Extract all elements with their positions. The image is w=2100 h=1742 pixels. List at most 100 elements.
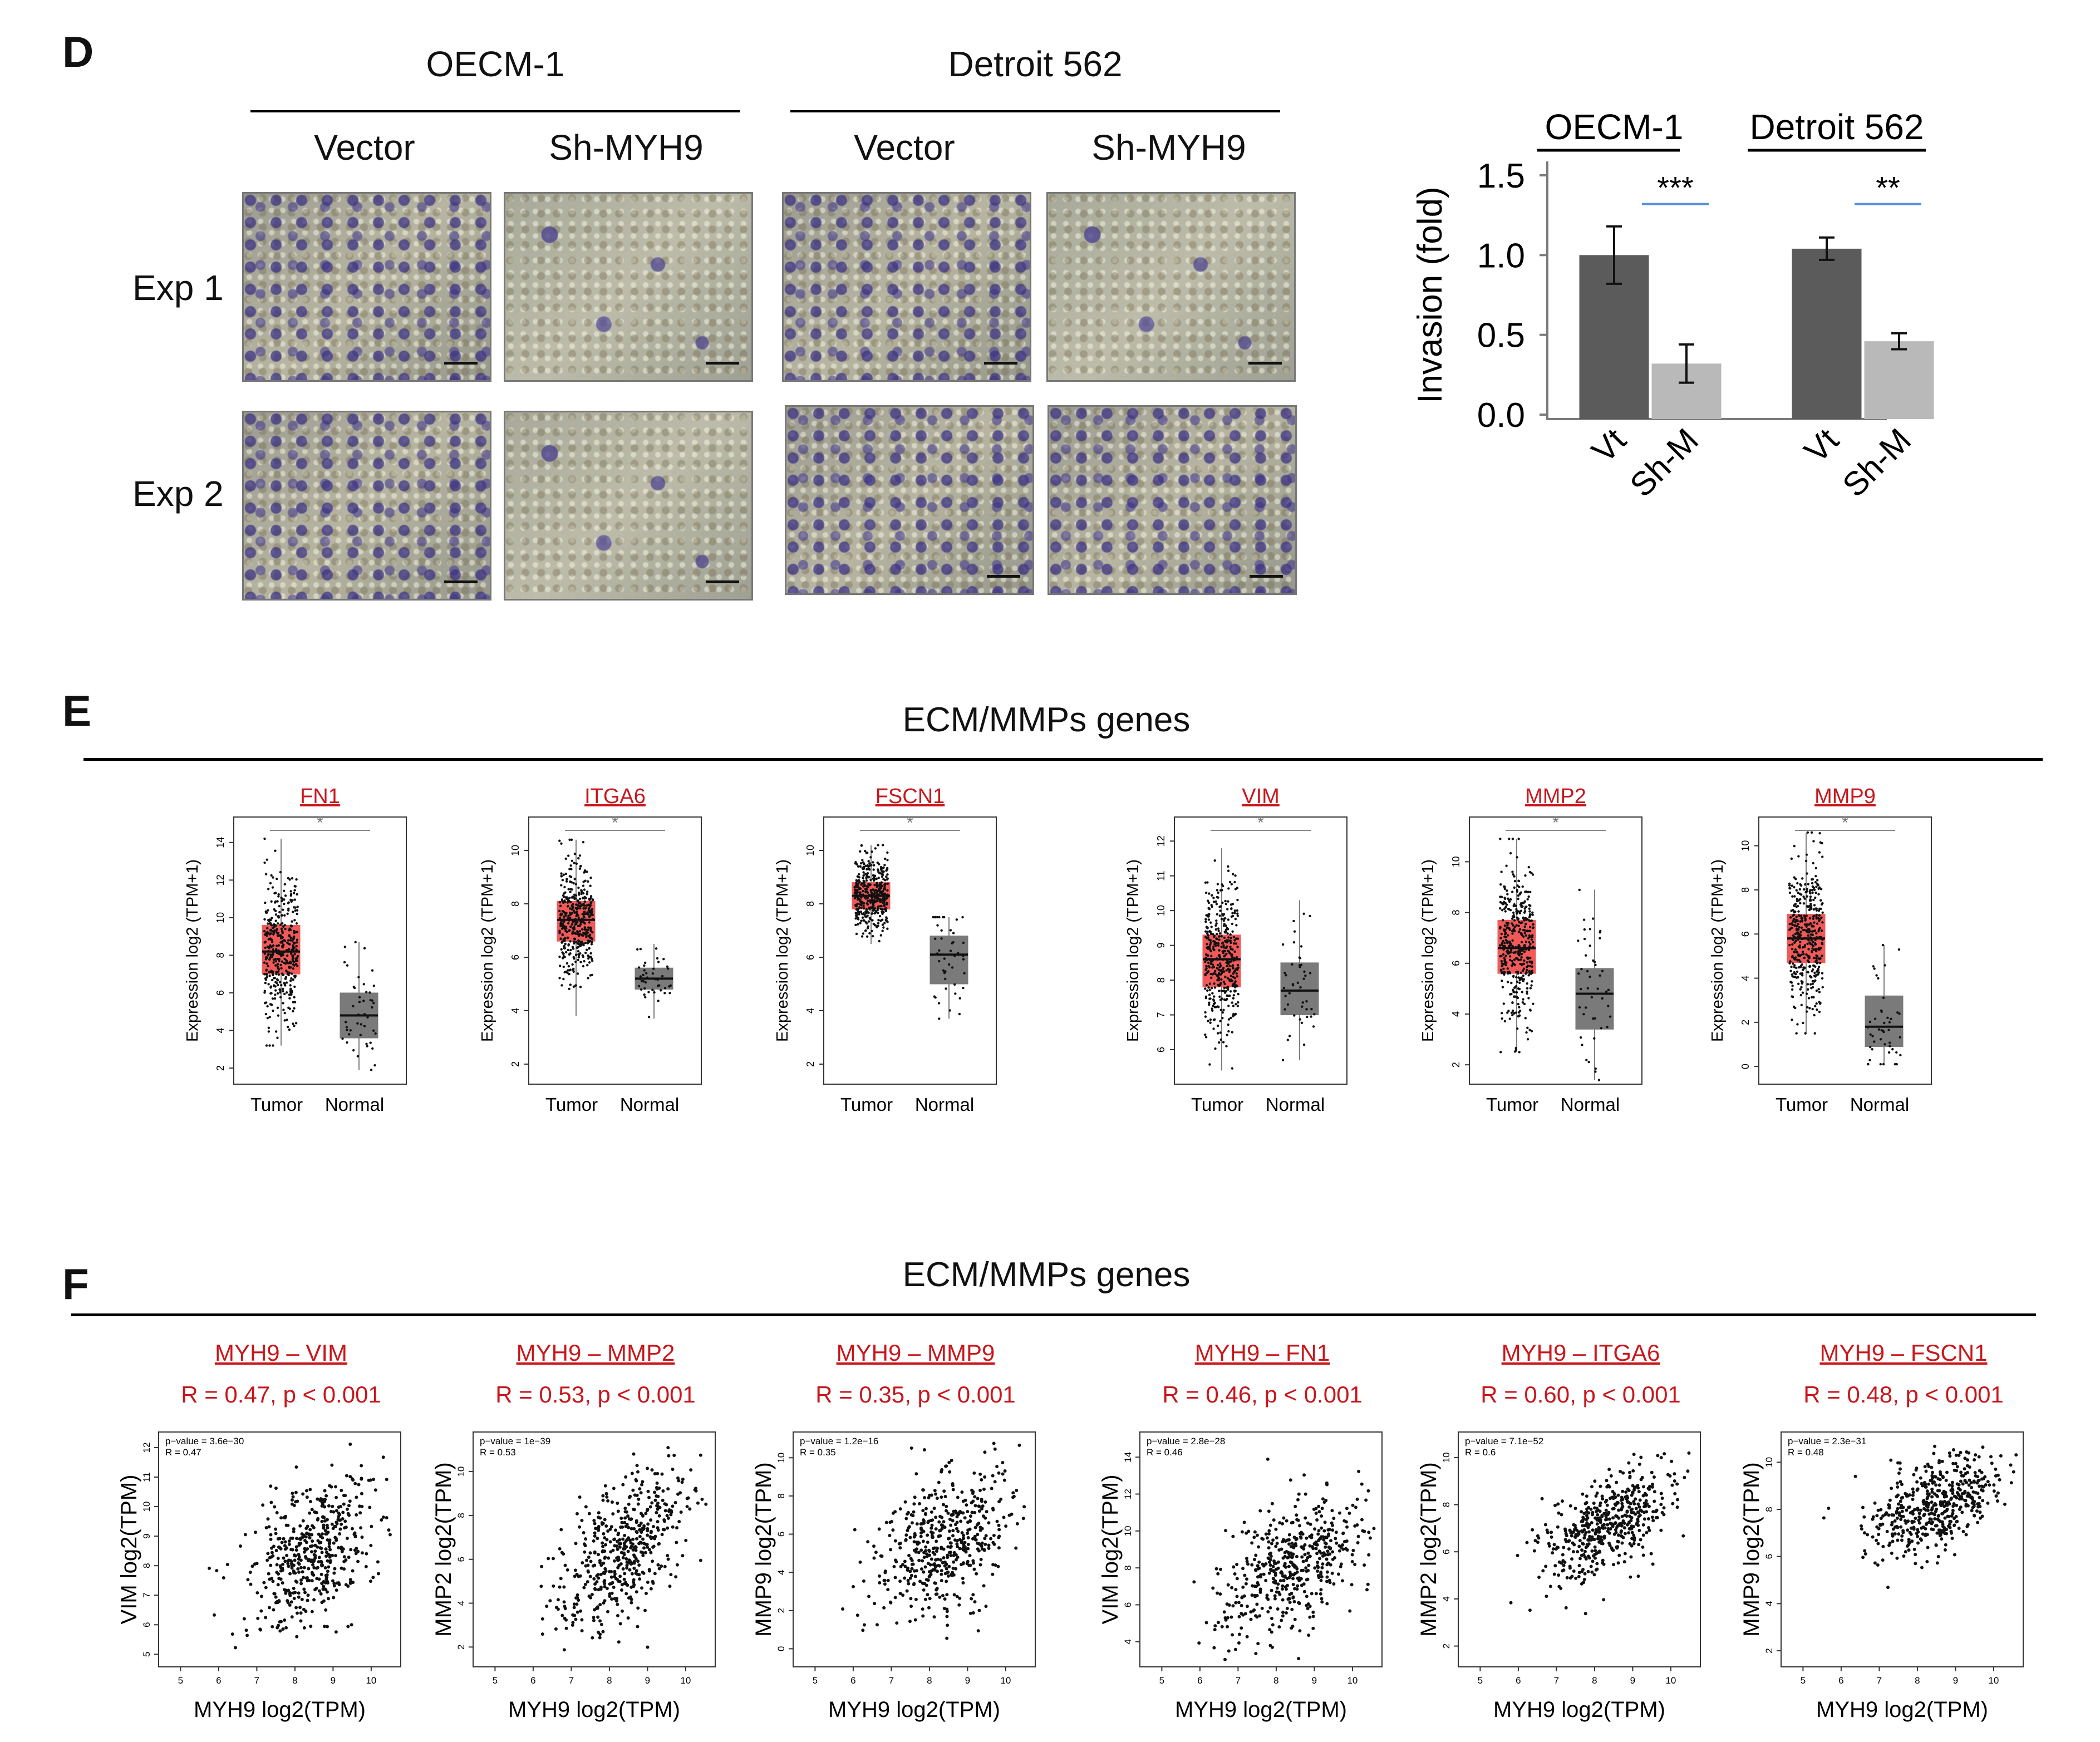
boxplot-point [1508, 942, 1511, 946]
boxplot-point [1890, 1017, 1892, 1020]
scatter-point [276, 1537, 280, 1541]
scatter-point [1275, 1536, 1278, 1540]
scatter-point [1002, 1478, 1006, 1482]
boxplot-point [286, 912, 289, 916]
scatter-point [973, 1504, 977, 1508]
boxplot-point [1512, 911, 1515, 914]
scatter-point [1273, 1597, 1277, 1601]
scatter-point [578, 1525, 582, 1529]
scatter-y-label: MMP2 log2(TPM) [431, 1462, 456, 1636]
scatter-point [898, 1579, 902, 1583]
scatter-point [995, 1519, 999, 1523]
scatter-point [624, 1581, 628, 1584]
boxplot-point [1217, 990, 1221, 992]
boxplot-point [1815, 973, 1818, 977]
boxplot-point [1518, 1051, 1521, 1054]
boxplot-point [578, 934, 581, 937]
boxplot-point [655, 947, 658, 950]
scatter-point [1237, 1641, 1241, 1645]
boxplot-point [1511, 1001, 1514, 1005]
scatter-point [950, 1513, 954, 1517]
scatter-point [922, 1556, 926, 1559]
scatter-point [1287, 1576, 1291, 1579]
boxplot-point [574, 921, 577, 924]
scatter-point [622, 1551, 626, 1555]
scatter-point [977, 1521, 981, 1525]
boxplot-point [1819, 947, 1822, 949]
scatter-point [629, 1597, 633, 1601]
boxplot-point [855, 890, 859, 894]
boxplot-point [1530, 1030, 1533, 1032]
boxplot-point [281, 972, 284, 975]
scatter-point [951, 1529, 955, 1533]
scatter-point [666, 1446, 670, 1450]
scatter-point [941, 1524, 945, 1528]
scatter-point [613, 1544, 617, 1548]
boxplot-point [1797, 910, 1800, 913]
boxplot-point [637, 966, 641, 969]
boxplot-point [567, 943, 570, 946]
boxplot-point [1808, 928, 1811, 931]
scatter-point [261, 1503, 265, 1507]
boxplot-point [1794, 902, 1797, 906]
scatter-point [349, 1548, 353, 1552]
scatter-point [976, 1497, 980, 1500]
boxplot-point [271, 941, 274, 943]
boxplot-point [1517, 972, 1519, 975]
scatter-point [292, 1553, 296, 1557]
boxplot-point [1310, 1008, 1313, 1011]
boxplot-point [644, 996, 647, 998]
scatter-point [621, 1556, 625, 1559]
boxplot-point [1281, 943, 1285, 946]
boxplot-point [1217, 1005, 1220, 1008]
boxplot-point [1513, 919, 1516, 922]
boxplot-point [372, 1029, 375, 1032]
boxplot-point [877, 844, 879, 847]
boxplot-point [877, 911, 879, 914]
boxplot-point [1296, 981, 1300, 985]
boxplot-point [577, 939, 581, 943]
scatter-point [332, 1596, 336, 1600]
boxplot-point [293, 898, 296, 901]
scatter-point [288, 1592, 292, 1596]
boxplot-point [871, 900, 873, 903]
scatter-point [583, 1582, 587, 1586]
scatter-point [597, 1526, 601, 1530]
boxplot-point [1599, 974, 1601, 977]
boxplot-y-tick-label: 4 [1740, 976, 1751, 981]
boxplot-point [576, 972, 579, 975]
boxplot-point [265, 962, 268, 965]
scatter-point [598, 1632, 602, 1636]
boxplot-point [283, 957, 286, 961]
scatter-point [660, 1472, 664, 1476]
scatter-point [641, 1553, 645, 1557]
boxplot-point [1803, 966, 1806, 969]
scatter-point [929, 1530, 933, 1534]
scatter-point [644, 1512, 648, 1515]
boxplot-point [1210, 976, 1213, 980]
scatter-point [571, 1623, 574, 1627]
boxplot-point [1499, 937, 1502, 939]
scatter-rvalue: R = 0.47 [165, 1447, 201, 1458]
scatter-point [971, 1537, 975, 1541]
scatter-point [292, 1597, 296, 1601]
scatter-point [238, 1544, 242, 1548]
scatter-point [369, 1543, 373, 1547]
boxplot-point [565, 962, 569, 965]
boxplot-point [1580, 988, 1582, 991]
boxplot-point [579, 932, 582, 936]
scatter-point [637, 1542, 641, 1546]
scatter-point [1329, 1546, 1332, 1550]
boxplot-point [1224, 976, 1227, 978]
boxplot-point [1237, 1001, 1240, 1004]
scatter-x-tick-label: 10 [1347, 1675, 1358, 1686]
boxplot-point [1499, 926, 1502, 929]
scatter-point [380, 1518, 383, 1522]
boxplot-point [933, 916, 937, 919]
scatter-point [642, 1526, 646, 1530]
boxplot-point [1297, 989, 1300, 992]
boxplot-point [883, 908, 886, 911]
boxplot-point [577, 917, 581, 919]
boxplot-point [1814, 960, 1817, 963]
boxplot-point [1216, 895, 1218, 899]
